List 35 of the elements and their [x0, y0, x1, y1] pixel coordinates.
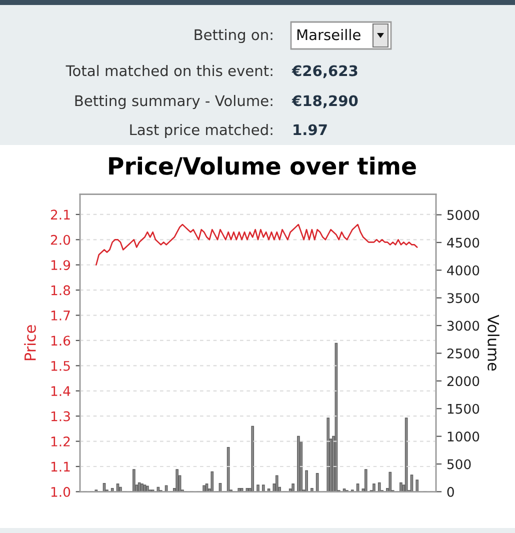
y-tick-label: 1.1 [51, 462, 70, 472]
y-tick-label: 1.2 [51, 436, 70, 446]
text: €26,623 [292, 65, 358, 78]
y2-tick-label: 500 [447, 459, 471, 470]
text: Last price matched: [130, 124, 272, 138]
y-tick-label: 1.7 [51, 310, 70, 320]
y-tick-label: 1.3 [51, 411, 70, 422]
y2-tick-label: 1000 [448, 432, 480, 442]
y2-tick-label: 4500 [447, 238, 480, 248]
y2-tick-label: 4000 [447, 265, 480, 276]
y-tick-label: 1.9 [51, 260, 70, 270]
y-tick-label: 1.4 [51, 386, 70, 396]
y2-tick-label: 1500 [448, 404, 480, 414]
text: Betting summary - Volume: [75, 94, 272, 110]
line-series [96, 224, 418, 266]
text: Marseille [297, 28, 360, 40]
y-tick-label: 1.8 [51, 285, 70, 296]
y-tick-label: 1.0 [51, 486, 70, 497]
text: 1.97 [294, 124, 327, 136]
chart-title: Price/Volume over time [109, 156, 416, 177]
y-tick-label: 2.1 [50, 210, 70, 220]
y2-tick-label: 3000 [447, 320, 480, 331]
y2-tick-label: 2000 [447, 376, 480, 386]
text: Betting on: [194, 28, 272, 44]
text: €18,290 [292, 95, 358, 108]
text: Total matched on this event: [66, 64, 272, 76]
y-axis-title: Price [24, 325, 36, 360]
y2-tick-label: 2500 [447, 348, 480, 358]
y-tick-label: 1.6 [51, 336, 70, 346]
y2-axis-title: Volume [488, 314, 500, 371]
y2-tick-label: 0 [447, 486, 454, 497]
y2-tick-label: 5000 [447, 210, 480, 220]
y2-tick-label: 3500 [447, 293, 480, 304]
y-tick-label: 2.0 [50, 234, 70, 245]
y-tick-label: 1.5 [51, 361, 70, 371]
